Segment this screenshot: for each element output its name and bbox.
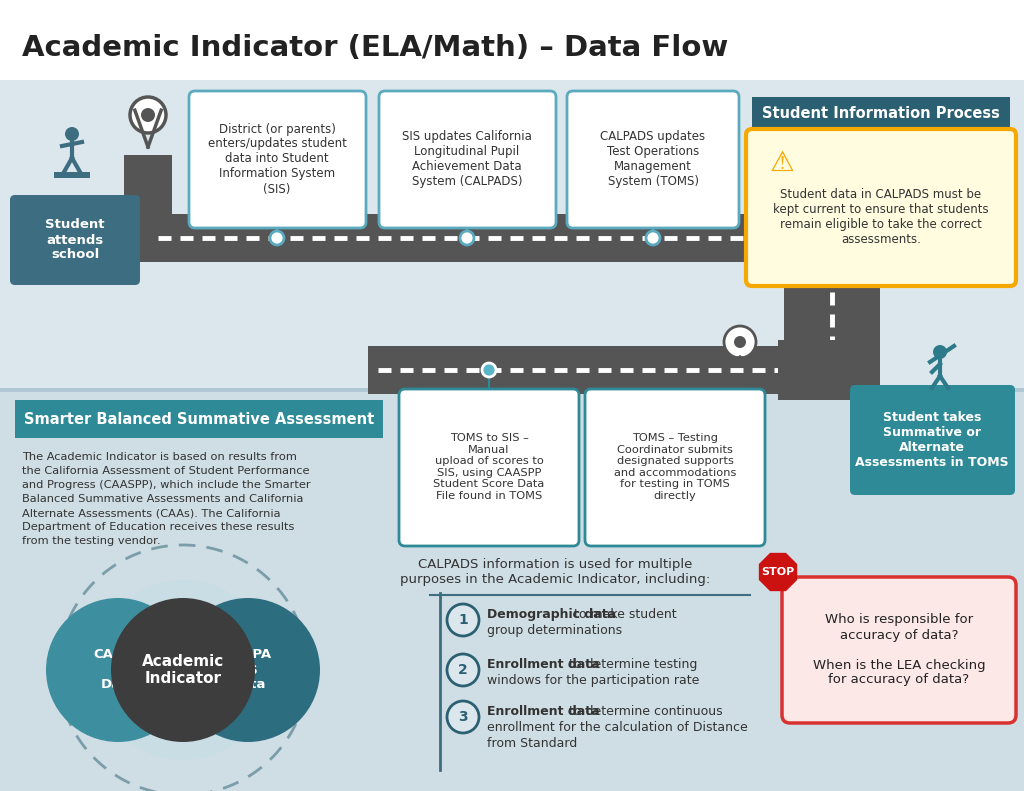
Circle shape [447,654,479,686]
Circle shape [141,108,155,122]
FancyBboxPatch shape [746,129,1016,286]
FancyBboxPatch shape [778,208,878,268]
Circle shape [65,127,79,141]
Text: SIS updates California
Longitudinal Pupil
Achievement Data
System (CALPADS): SIS updates California Longitudinal Pupi… [402,130,531,188]
FancyBboxPatch shape [54,172,90,178]
Text: group determinations: group determinations [487,624,623,637]
Text: District (or parents)
enters/updates student
data into Student
Information Syste: District (or parents) enters/updates stu… [208,123,346,195]
Text: Student data in CALPADS must be
kept current to ensure that students
remain elig: Student data in CALPADS must be kept cur… [773,188,989,246]
Text: CALPA
DS
Data: CALPA DS Data [224,649,271,691]
Circle shape [482,363,496,377]
Circle shape [460,231,474,245]
FancyBboxPatch shape [10,195,140,285]
FancyBboxPatch shape [784,214,880,394]
FancyBboxPatch shape [778,340,878,400]
Text: Student Information Process: Student Information Process [762,107,1000,122]
Circle shape [93,580,273,760]
Circle shape [130,97,166,133]
Text: Academic Indicator (ELA/Math) – Data Flow: Academic Indicator (ELA/Math) – Data Flo… [22,34,728,62]
Text: Who is responsible for
accuracy of data?

When is the LEA checking
for accuracy : Who is responsible for accuracy of data?… [813,614,985,687]
FancyBboxPatch shape [124,155,172,262]
Circle shape [270,231,284,245]
Circle shape [111,598,255,742]
FancyBboxPatch shape [379,91,556,228]
Text: Demographic data: Demographic data [487,608,616,621]
Circle shape [447,604,479,636]
FancyBboxPatch shape [850,385,1015,495]
FancyBboxPatch shape [585,389,765,546]
Text: Enrollment data: Enrollment data [487,705,600,718]
Text: ⚠: ⚠ [770,149,795,177]
Text: CAASP
P
Data: CAASP P Data [93,649,142,691]
Circle shape [646,231,660,245]
FancyBboxPatch shape [368,346,856,394]
Text: to determine continuous: to determine continuous [565,705,723,718]
Polygon shape [760,554,797,590]
Text: to determine testing: to determine testing [565,658,697,671]
FancyBboxPatch shape [399,389,579,546]
Text: CALPADS updates
Test Operations
Management
System (TOMS): CALPADS updates Test Operations Manageme… [600,130,706,188]
Circle shape [724,326,756,358]
Text: TOMS to SIS –
Manual
upload of scores to
SIS, using CAASPP
Student Score Data
Fi: TOMS to SIS – Manual upload of scores to… [433,433,545,501]
Text: 3: 3 [458,710,468,724]
Text: TOMS – Testing
Coordinator submits
designated supports
and accommodations
for te: TOMS – Testing Coordinator submits desig… [613,433,736,501]
FancyBboxPatch shape [15,400,383,438]
Text: CALPADS information is used for multiple
purposes in the Academic Indicator, inc: CALPADS information is used for multiple… [400,558,710,586]
Text: enrollment for the calculation of Distance: enrollment for the calculation of Distan… [487,721,748,734]
Circle shape [447,701,479,733]
FancyBboxPatch shape [0,80,1024,390]
FancyBboxPatch shape [189,91,366,228]
FancyBboxPatch shape [0,390,1024,791]
FancyBboxPatch shape [808,238,856,375]
Text: Student
attends
school: Student attends school [45,218,104,262]
Text: The Academic Indicator is based on results from
the California Assessment of Stu: The Academic Indicator is based on resul… [22,452,310,546]
Circle shape [176,598,319,742]
Text: from Standard: from Standard [487,737,578,750]
Text: STOP: STOP [762,567,795,577]
Text: windows for the participation rate: windows for the participation rate [487,674,699,687]
Circle shape [933,345,947,359]
FancyBboxPatch shape [148,214,808,262]
Circle shape [734,336,746,348]
FancyBboxPatch shape [0,388,1024,392]
Text: Smarter Balanced Summative Assessment: Smarter Balanced Summative Assessment [24,411,374,426]
Text: to make student: to make student [570,608,677,621]
Text: Student takes
Summative or
Alternate
Assessments in TOMS: Student takes Summative or Alternate Ass… [855,411,1009,469]
Circle shape [46,598,190,742]
FancyBboxPatch shape [567,91,739,228]
Text: 2: 2 [458,663,468,677]
Text: Academic
Indicator: Academic Indicator [142,654,224,687]
FancyBboxPatch shape [752,97,1010,132]
FancyBboxPatch shape [782,577,1016,723]
Text: 1: 1 [458,613,468,627]
FancyBboxPatch shape [0,0,1024,80]
Text: Enrollment data: Enrollment data [487,658,600,671]
